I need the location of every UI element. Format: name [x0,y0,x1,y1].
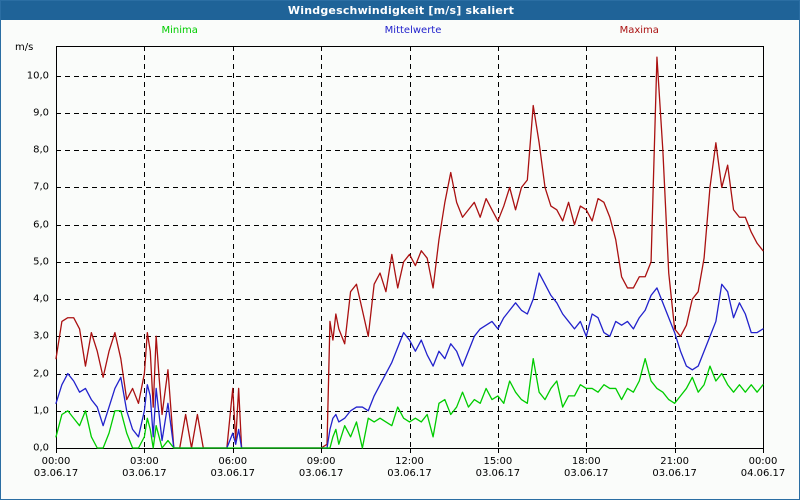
x-axis-tick-label: 21:00 03.06.17 [652,456,697,479]
page-title: Windgeschwindigkeit [m/s] skaliert [287,4,515,17]
y-axis-tick-label: 9,0 [33,107,49,119]
y-axis-tick-label: 0,0 [33,442,49,454]
x-tick-date: 03.06.17 [387,468,432,479]
chart-canvas: Minima Mittelwerte Maxima m/s 0,0 1,0 2,0 3… [1,20,799,499]
y-axis-tick-label: 2,0 [33,368,49,380]
legend-item-maxima: Maxima [619,25,659,36]
series-line-minima [55,358,764,449]
y-axis-tick-label: 10,0 [26,70,49,82]
data-series-group [55,56,764,449]
x-axis-tick-label: 15:00 03.06.17 [476,456,521,479]
x-tick-time: 18:00 [571,456,601,467]
x-tick-date: 04.06.17 [740,468,786,479]
x-tick-date: 03.06.17 [33,468,79,479]
series-line-maxima [55,56,764,449]
y-axis-tick-label: 5,0 [33,256,49,268]
x-axis-tick-label: 09:00 03.06.17 [299,456,344,479]
legend-item-mittelwerte: Mittelwerte [384,25,442,36]
x-tick-time: 12:00 [395,456,424,467]
x-tick-date: 03.06.17 [122,468,167,479]
x-axis-tick-label: 18:00 03.06.17 [564,456,609,479]
y-axis-tick-label: 1,0 [33,405,49,417]
legend-item-minima: Minima [161,25,198,36]
x-tick-date: 03.06.17 [298,468,344,479]
y-axis-tick-label: 3,0 [33,330,49,342]
x-tick-time: 00:00 [748,456,778,467]
x-tick-date: 03.06.17 [210,468,256,479]
y-axis-tick-label: 8,0 [33,144,49,156]
y-axis-tick-label: 7,0 [33,181,49,193]
x-axis-tick-label: 12:00 03.06.17 [387,456,432,479]
series-line-mittelwerte [55,272,764,449]
x-tick-date: 03.06.17 [475,468,521,479]
x-tick-date: 03.06.17 [563,468,609,479]
x-tick-time: 00:00 [41,456,71,467]
y-axis-unit-label: m/s [15,42,34,53]
x-axis-tick-label: 03:00 03.06.17 [122,456,167,479]
x-tick-time: 06:00 [218,456,248,467]
window-title-bar: Windgeschwindigkeit [m/s] skaliert [1,1,799,20]
x-axis-tick-label: 00:00 04.06.17 [741,456,786,479]
x-tick-date: 03.06.17 [652,468,697,479]
axis-tick-marks [56,448,764,453]
y-axis-tick-label: 4,0 [33,293,49,305]
y-axis-tick-label: 6,0 [33,219,49,231]
x-tick-time: 09:00 [306,456,336,467]
x-tick-time: 03:00 [129,456,159,467]
x-tick-time: 15:00 [483,456,513,467]
plot-svg [55,46,764,453]
x-tick-time: 21:00 [660,456,690,467]
x-axis-tick-label: 00:00 03.06.17 [34,456,79,479]
x-axis-tick-label: 06:00 03.06.17 [210,456,255,479]
